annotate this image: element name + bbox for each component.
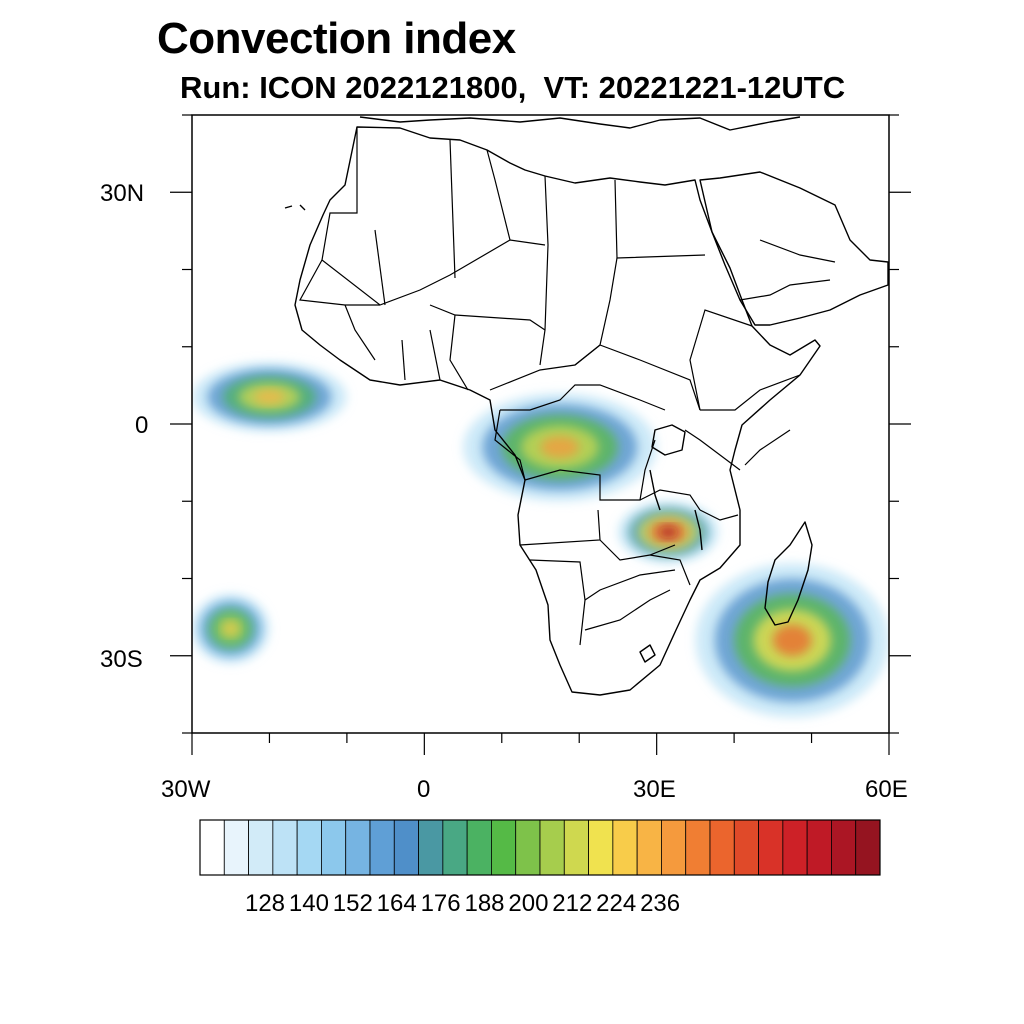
colorbar-swatch bbox=[612, 819, 638, 876]
colorbar-swatch bbox=[661, 819, 687, 876]
colorbar-swatch bbox=[199, 819, 225, 876]
convection-region bbox=[772, 624, 812, 656]
chart-subtitle: Run: ICON 2022121800, VT: 20221221-12UTC bbox=[180, 70, 846, 105]
colorbar-swatch bbox=[515, 819, 541, 876]
colorbar-swatch bbox=[369, 819, 395, 876]
colorbar-swatch bbox=[733, 819, 759, 876]
madagascar-coastline bbox=[764, 521, 813, 626]
colorbar-swatch bbox=[636, 819, 662, 876]
colorbar-tick-label: 128 bbox=[245, 890, 285, 917]
colorbar-swatch bbox=[588, 819, 614, 876]
colorbar-tick-label: 236 bbox=[640, 890, 680, 917]
colorbar-swatch bbox=[296, 819, 322, 876]
colorbar-swatch bbox=[223, 819, 249, 876]
colorbar-tick-label: 188 bbox=[464, 890, 504, 917]
country-borders bbox=[299, 127, 836, 646]
colorbar-swatch bbox=[831, 819, 857, 876]
lat-label-30n: 30N bbox=[100, 180, 145, 207]
colorbar-swatch bbox=[563, 819, 589, 876]
convection-region bbox=[222, 621, 239, 636]
convection-region bbox=[658, 525, 679, 539]
colorbar-swatch bbox=[393, 819, 419, 876]
colorbar-tick-label: 176 bbox=[421, 890, 461, 917]
lat-label-30s: 30S bbox=[100, 646, 143, 673]
colorbar-swatch bbox=[466, 819, 492, 876]
africa-coastline bbox=[294, 126, 821, 696]
arabia-coastline bbox=[699, 171, 889, 326]
lake-victoria bbox=[651, 424, 686, 456]
colorbar-swatch bbox=[272, 819, 298, 876]
colorbar-swatch bbox=[248, 819, 274, 876]
lat-label-0: 0 bbox=[135, 412, 149, 439]
mediterranean-north-coast bbox=[359, 116, 801, 131]
colorbar-swatch bbox=[442, 819, 468, 876]
colorbar-swatch bbox=[345, 819, 371, 876]
lake-tanganyika bbox=[649, 469, 661, 511]
colorbar-swatch bbox=[806, 819, 832, 876]
axis-ticks bbox=[170, 114, 911, 755]
convection-field bbox=[192, 362, 889, 718]
lon-label-60e: 60E bbox=[865, 776, 908, 803]
colorbar-swatch bbox=[709, 819, 735, 876]
colorbar-swatch bbox=[782, 819, 808, 876]
colorbar-swatch bbox=[539, 819, 565, 876]
lon-label-0: 0 bbox=[417, 776, 431, 803]
colorbar: 128 140 152 164 176 188 200 212 224 236 bbox=[199, 819, 881, 917]
convection-region bbox=[540, 436, 580, 458]
colorbar-swatch bbox=[685, 819, 711, 876]
lake-malawi bbox=[694, 509, 703, 551]
lon-label-30e: 30E bbox=[633, 776, 676, 803]
colorbar-tick-label: 200 bbox=[508, 890, 548, 917]
colorbar-tick-label: 212 bbox=[552, 890, 592, 917]
colorbar-swatch bbox=[491, 819, 517, 876]
colorbar-swatch bbox=[758, 819, 784, 876]
colorbar-swatch bbox=[321, 819, 347, 876]
colorbar-tick-label: 152 bbox=[333, 890, 373, 917]
colorbar-tick-label: 140 bbox=[289, 890, 329, 917]
colorbar-tick-label: 224 bbox=[596, 890, 636, 917]
lesotho-border bbox=[639, 644, 656, 663]
lon-label-30w: 30W bbox=[161, 776, 211, 803]
colorbar-swatch bbox=[418, 819, 444, 876]
canary-islands bbox=[284, 204, 306, 211]
colorbar-swatch bbox=[855, 819, 881, 876]
chart-title: Convection index bbox=[157, 14, 516, 63]
colorbar-tick-label: 164 bbox=[377, 890, 417, 917]
convection-region bbox=[253, 390, 285, 404]
coastlines bbox=[284, 116, 889, 696]
